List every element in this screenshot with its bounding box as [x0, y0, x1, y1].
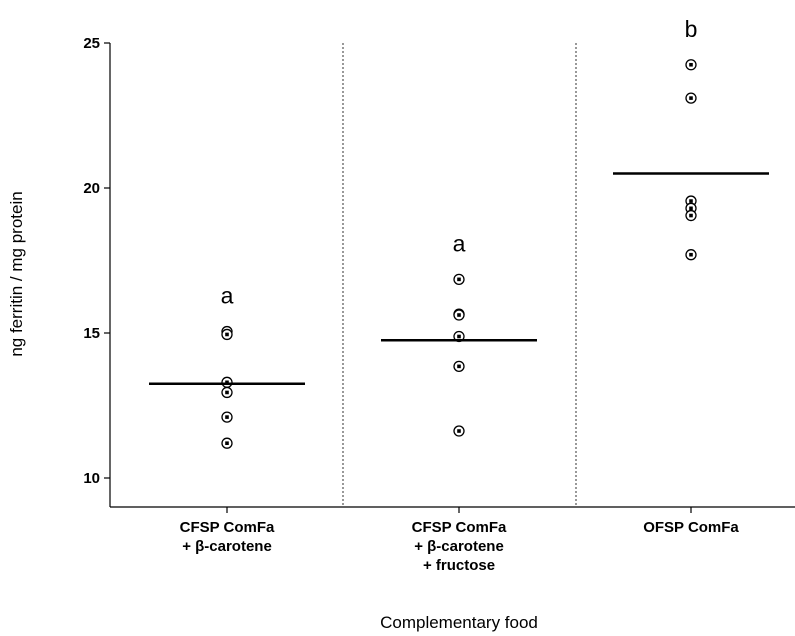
data-point-center	[689, 199, 693, 203]
data-point-center	[457, 334, 461, 339]
y-tick-label: 25	[83, 35, 100, 52]
data-point-center	[689, 252, 693, 257]
labels: 10 15 20 25 CFSP ComFa + β-carotene CFSP ComFa…	[83, 16, 739, 574]
data-point-center	[225, 332, 229, 337]
y-tick-label: 20	[83, 180, 100, 197]
data-point-center	[689, 206, 693, 211]
y-tick-label: 10	[83, 470, 100, 487]
data-point-center	[457, 277, 461, 282]
y-tick-label: 15	[83, 325, 100, 342]
data-point-center	[689, 213, 693, 218]
data-point-center	[457, 429, 461, 433]
category-label: CFSP ComFa	[180, 519, 275, 536]
category-dividers	[342, 43, 577, 507]
data-point-center	[689, 62, 693, 67]
data-point-center	[457, 364, 461, 369]
data-point-center	[225, 441, 229, 445]
data-point-center	[225, 415, 229, 419]
category-label: + β-carotene	[182, 538, 272, 555]
y-axis-title: ng ferritin / mg protein	[7, 191, 26, 356]
x-axis-title: Complementary food	[380, 613, 538, 632]
significance-letter: a	[221, 283, 234, 309]
category-label: OFSP ComFa	[643, 519, 739, 536]
data-point-center	[225, 380, 229, 385]
category-label: + β-carotene	[414, 538, 504, 555]
significance-letter: a	[453, 230, 466, 256]
data-point-center	[457, 313, 461, 317]
data-point-center	[689, 96, 693, 100]
category-label: + fructose	[423, 557, 495, 574]
significance-letter: b	[685, 16, 698, 42]
data-point-center	[225, 390, 229, 395]
category-label: CFSP ComFa	[412, 519, 507, 536]
axes	[104, 42, 795, 513]
data-marks	[149, 59, 769, 449]
